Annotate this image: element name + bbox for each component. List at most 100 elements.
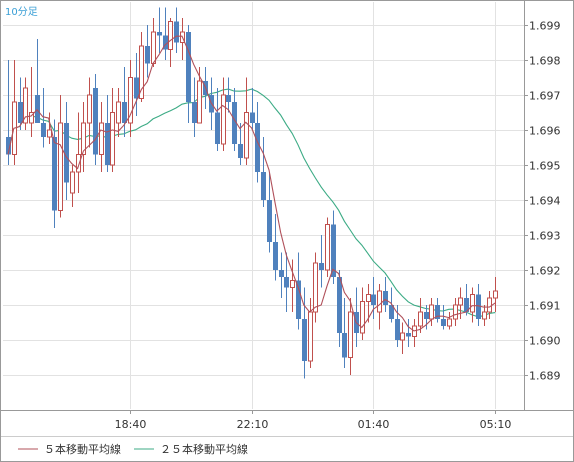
candle-body-up xyxy=(400,332,405,341)
candle xyxy=(348,298,353,375)
candle-body-down xyxy=(250,112,255,123)
candle-body-down xyxy=(389,305,394,319)
candle-body-up xyxy=(377,290,382,313)
candle-body-down xyxy=(476,294,481,319)
candle-body-up xyxy=(325,224,330,271)
candle-body-down xyxy=(273,242,278,270)
candle xyxy=(163,7,168,60)
candle xyxy=(250,88,255,130)
timeframe-label: 10分足 xyxy=(5,6,38,18)
candle xyxy=(221,77,226,151)
candle-body-down xyxy=(337,277,342,333)
legend-item-ma5: ５本移動平均線 xyxy=(18,442,121,456)
candle xyxy=(284,252,289,312)
candle-body-down xyxy=(52,137,57,211)
ma5-line xyxy=(7,35,496,332)
candle xyxy=(116,88,121,137)
candle xyxy=(267,172,272,253)
y-tick-label: 1.693 xyxy=(529,230,561,243)
candle xyxy=(435,298,440,323)
candle xyxy=(192,77,197,137)
candle xyxy=(313,252,318,323)
candle xyxy=(366,284,371,323)
candle xyxy=(360,287,365,340)
candle-body-down xyxy=(302,319,307,361)
candle xyxy=(406,319,411,347)
candle xyxy=(342,298,347,368)
candle xyxy=(493,277,498,312)
candle-body-down xyxy=(284,277,289,288)
candle xyxy=(308,298,313,368)
candle-body-down xyxy=(261,172,266,200)
candle xyxy=(64,102,69,200)
candle xyxy=(331,210,336,284)
candle xyxy=(395,305,400,347)
candle-body-up xyxy=(418,311,423,327)
candle xyxy=(296,252,301,330)
candle xyxy=(70,165,75,207)
candle xyxy=(93,74,98,165)
candle xyxy=(290,259,295,312)
y-tick-label: 1.698 xyxy=(529,55,561,68)
candle xyxy=(58,95,63,218)
candle xyxy=(128,60,133,137)
candle-body-down xyxy=(64,123,69,183)
candle-body-down xyxy=(35,95,40,123)
candle xyxy=(302,287,307,379)
candle-body-up xyxy=(453,304,458,320)
candle-body-up xyxy=(470,294,475,313)
candle-body-down xyxy=(122,102,127,123)
candle-body-up xyxy=(493,290,498,299)
candle xyxy=(215,88,220,151)
candle xyxy=(174,7,179,53)
candle xyxy=(186,25,191,123)
candle xyxy=(76,112,81,193)
candle-body-up xyxy=(348,311,353,358)
candle xyxy=(273,214,278,281)
candle-body-up xyxy=(23,87,28,124)
y-tick-label: 1.699 xyxy=(529,20,561,33)
candle-body-up xyxy=(482,311,487,320)
candle-body-up xyxy=(429,304,434,320)
candle xyxy=(371,277,376,319)
candle-body-up xyxy=(366,294,371,302)
candle-body-up xyxy=(139,45,144,99)
candle-body-down xyxy=(267,200,272,242)
candle-body-up xyxy=(197,80,202,124)
candle-body-up xyxy=(221,94,226,145)
candle-body-up xyxy=(99,122,104,155)
candle-body-up xyxy=(447,318,452,327)
candle xyxy=(470,287,475,323)
y-tick-label: 1.695 xyxy=(529,160,561,173)
candle xyxy=(168,18,173,67)
x-tick-labels: 18:40 22:10 01:40 05:10 xyxy=(115,410,511,431)
candle xyxy=(47,112,52,144)
x-tick-label: 18:40 xyxy=(115,418,147,431)
candle xyxy=(87,77,92,148)
candle-body-down xyxy=(226,95,231,102)
candle-body-down xyxy=(41,123,46,137)
candle xyxy=(6,60,11,165)
legend-label-ma25: ２５本移動平均線 xyxy=(160,442,248,456)
y-tick-label: 1.697 xyxy=(529,90,561,103)
candle-body-down xyxy=(279,270,284,277)
candle-body-up xyxy=(47,129,52,138)
candle-body-up xyxy=(290,280,295,288)
candle xyxy=(377,284,382,330)
y-tick-label: 1.694 xyxy=(529,195,561,208)
candle xyxy=(244,77,249,165)
y-tick-label: 1.696 xyxy=(529,125,561,138)
candle-body-down xyxy=(435,305,440,319)
legend-label-ma5: ５本移動平均線 xyxy=(44,442,121,456)
candle xyxy=(400,322,405,354)
candle-body-down xyxy=(342,333,347,358)
y-tick-label: 1.692 xyxy=(529,265,561,278)
candle xyxy=(261,137,266,207)
candle xyxy=(41,88,46,148)
candle xyxy=(447,312,452,330)
candle-body-up xyxy=(168,21,173,50)
candle-body-down xyxy=(319,263,324,270)
candle-body-up xyxy=(110,112,115,166)
y-tick-labels: 1.699 1.698 1.697 1.696 1.695 1.694 1.693 1.692… xyxy=(524,20,561,383)
